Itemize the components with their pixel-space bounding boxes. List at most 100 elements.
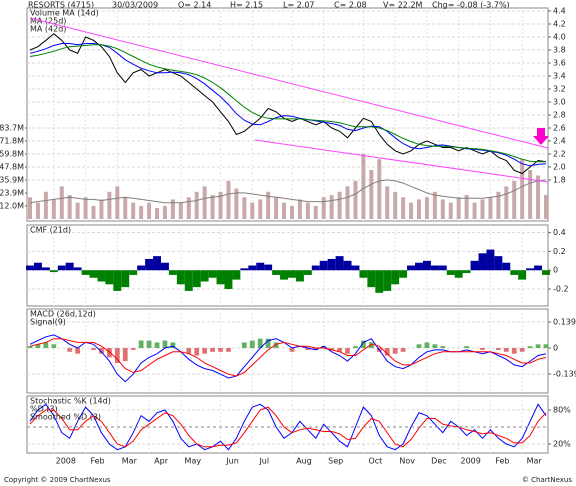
cmf-area	[319, 260, 328, 271]
histogram-bar	[226, 348, 231, 352]
histogram-bar	[432, 344, 438, 349]
cmf-area	[153, 256, 161, 271]
volume-bar	[218, 191, 223, 219]
cmf-area	[192, 270, 201, 288]
volume-bar	[369, 170, 374, 219]
histogram-bar	[170, 342, 176, 349]
volume-bar	[186, 197, 191, 219]
histogram-bar	[91, 348, 96, 350]
volume-bar	[51, 199, 56, 219]
histogram-bar	[35, 344, 41, 349]
panel-frame	[26, 224, 549, 307]
cmf-area	[248, 265, 257, 271]
volume-bar	[107, 191, 112, 219]
open: O= 2.14	[178, 1, 211, 10]
cmf-area	[383, 270, 392, 291]
cmf-area	[97, 270, 106, 282]
cmf-area	[327, 258, 336, 271]
header: RESORTS (4715) 30/03/2009 O= 2.14 H= 2.1…	[28, 1, 510, 10]
histogram-bar	[265, 338, 271, 349]
cmf-area	[462, 270, 471, 274]
volume-bar	[401, 197, 406, 219]
cmf-area	[168, 270, 177, 275]
volume-bar	[194, 191, 199, 219]
y-tick-label: 0	[553, 266, 558, 275]
volume-bar	[35, 202, 40, 219]
volume-bar	[75, 202, 80, 219]
y-tick-label: 2.2	[553, 150, 566, 159]
symbol: RESORTS (4715)	[28, 1, 94, 10]
volume-bar	[91, 205, 96, 219]
volume-bar	[147, 202, 152, 219]
trend-line	[29, 17, 549, 149]
y2-tick-label: 35.9M	[0, 175, 24, 184]
histogram-bar	[361, 340, 366, 349]
x-tick-label: Jun	[225, 457, 239, 466]
cmf-area	[375, 270, 384, 293]
cmf-area	[295, 270, 304, 282]
x-tick-label: 2009	[460, 457, 480, 466]
histogram-bar	[400, 348, 406, 352]
histogram-bar	[67, 348, 73, 352]
date: 30/03/2009	[112, 1, 158, 10]
volume-bar	[250, 202, 255, 219]
trend-line	[254, 139, 549, 183]
legend-entry: MA (42d)	[30, 25, 66, 34]
y-tick-label: 3.6	[553, 59, 566, 68]
volume-bar	[210, 195, 215, 219]
histogram-bar	[511, 348, 517, 354]
histogram-bar	[424, 342, 430, 349]
volume-bar	[512, 180, 517, 219]
panel-frame	[26, 395, 549, 454]
volume-bar	[139, 205, 144, 219]
histogram-bar	[368, 342, 374, 349]
y-tick-label: 20%	[553, 440, 571, 449]
panel-title: Stochastic %K (14d)	[30, 397, 111, 406]
histogram-bar	[519, 348, 525, 352]
volume-bar	[377, 159, 382, 219]
cmf-area	[137, 265, 146, 271]
volume-bar	[226, 180, 231, 219]
cmf-area	[129, 270, 138, 275]
x-tick-label: Jul	[258, 457, 269, 466]
histogram-bar	[543, 344, 549, 349]
close: C= 2.08	[334, 1, 367, 10]
cmf-area	[57, 265, 66, 271]
cmf-area	[391, 270, 400, 285]
y-tick-label: 0.2	[553, 247, 566, 256]
histogram-bar	[122, 348, 128, 362]
volume-bar	[440, 199, 445, 219]
y-tick-label: 4.0	[553, 33, 566, 42]
volume-bar	[337, 191, 342, 219]
x-tick-label: Oct	[368, 457, 382, 466]
cmf-area	[288, 270, 296, 278]
y-tick-label: 3.2	[553, 85, 566, 94]
volume-bar	[234, 188, 239, 219]
cmf-area	[216, 270, 225, 285]
histogram-bar	[51, 344, 57, 349]
volume-bar	[202, 186, 207, 219]
y-tick-label: 0.139	[553, 318, 576, 327]
volume-bar	[305, 202, 310, 219]
histogram-bar	[345, 348, 350, 354]
volume-bar	[488, 197, 493, 219]
legend-entry: Signal(9)	[30, 318, 66, 327]
histogram-bar	[99, 348, 104, 354]
cmf-area	[367, 270, 376, 288]
cmf-area	[430, 265, 439, 271]
volume-bar	[282, 202, 287, 219]
cmf-area	[438, 265, 447, 271]
histogram-bar	[75, 348, 81, 354]
y2-tick-label: 71.8M	[0, 136, 24, 145]
cmf-area	[272, 270, 281, 275]
histogram-bar	[535, 344, 541, 349]
volume-bar	[83, 197, 88, 219]
cmf-area	[208, 270, 217, 278]
x-tick-label: Mar	[527, 457, 543, 466]
y2-tick-label: 83.7M	[0, 123, 24, 132]
histogram-bar	[27, 346, 33, 349]
histogram-bar	[154, 342, 160, 349]
volume-bar	[99, 199, 104, 219]
histogram-bar	[194, 348, 200, 356]
